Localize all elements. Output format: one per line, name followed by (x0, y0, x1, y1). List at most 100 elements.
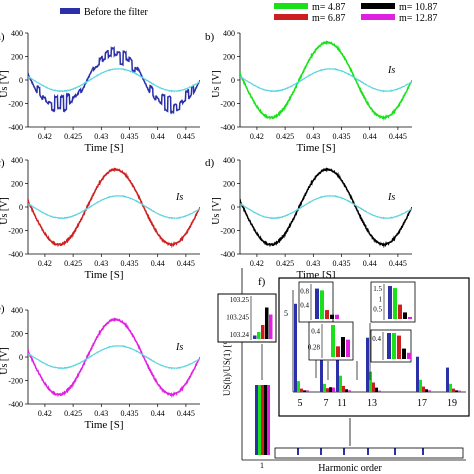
bar (343, 448, 345, 455)
zoom-tick: 103.24 (230, 331, 250, 339)
bar (458, 390, 461, 392)
category-label: 5 (298, 398, 303, 409)
is-annotation: Is (387, 65, 395, 76)
x-axis-label: Time [S] (84, 419, 123, 431)
legend-label: m= 4.87 (312, 2, 345, 13)
x-tick-label: 0.435 (333, 132, 351, 141)
bar (326, 388, 329, 392)
zoom-inset-fundamental: 103.25 103.245 103.24 (217, 293, 277, 380)
bar (261, 385, 264, 455)
zoom-tick: 0.5 (373, 306, 382, 314)
category-label: 1 (260, 461, 264, 470)
y-axis-label: Us [V] (211, 197, 222, 225)
voltage-trace (28, 167, 200, 249)
x-tick-label: 0.425 (64, 259, 82, 268)
category-label: 19 (447, 398, 457, 409)
bar (320, 448, 322, 455)
zoom-tick: 0.4 (300, 302, 309, 310)
bar (336, 330, 339, 392)
y-tick-label: -400 (8, 400, 23, 409)
x-tick-label: 0.445 (177, 132, 195, 141)
voltage-trace (28, 45, 200, 115)
bar (394, 448, 396, 455)
category-label: 13 (367, 398, 377, 409)
x-tick-label: 0.445 (389, 132, 407, 141)
bar (348, 390, 351, 392)
bar (452, 388, 455, 392)
x-tick-label: 0.42 (250, 132, 264, 141)
y-tick-label: -200 (8, 100, 23, 109)
x-axis-label: Time [S] (84, 142, 123, 154)
bar (366, 337, 369, 392)
x-tick-label: 0.43 (94, 259, 108, 268)
y-tick-label: 200 (11, 180, 23, 189)
voltage-trace (240, 167, 412, 249)
x-tick-label: 0.425 (64, 409, 82, 418)
x-tick-label: 0.425 (64, 132, 82, 141)
x-axis-label: Time [S] (84, 269, 123, 281)
current-trace (240, 194, 412, 220)
bar (455, 390, 458, 392)
bar (261, 325, 265, 339)
legend-swatch (274, 3, 308, 9)
panel-letter: b) (205, 31, 215, 43)
bar (339, 375, 342, 392)
y-tick-label: 200 (11, 330, 23, 339)
y-tick-label: -400 (220, 123, 235, 132)
bar (342, 385, 345, 392)
legend-label: m= 6.87 (312, 13, 345, 24)
bar (388, 286, 392, 319)
bar (446, 367, 449, 392)
bar (398, 304, 402, 319)
x-tick-label: 0.44 (151, 259, 165, 268)
x-tick-label: 0.43 (94, 132, 108, 141)
bar (323, 383, 326, 392)
legend-swatch (361, 3, 395, 9)
panel-letter: e) (0, 303, 5, 315)
zoom-inset-zoom_h13: 1.5 1 0.5 (369, 281, 416, 380)
x-tick-label: 0.445 (389, 259, 407, 268)
y-tick-label: -200 (8, 377, 23, 386)
harmonic-inset: 5 5 7 11 13 17 19 0.8 0.4 1.5 1 0.5 0.4 0.28 0.4 (278, 277, 470, 417)
is-annotation: Is (387, 192, 395, 203)
legend-swatch (60, 8, 80, 14)
bar (419, 379, 422, 392)
bar (403, 312, 407, 319)
bar (258, 385, 261, 455)
y-axis-label: Us [V] (0, 197, 10, 225)
zoom-box (274, 447, 464, 459)
category-label: 11 (337, 398, 347, 409)
bar (303, 390, 306, 392)
bar (306, 390, 309, 392)
y-tick-label: 400 (223, 156, 235, 165)
x-tick-label: 0.42 (38, 409, 52, 418)
zoom-tick: 0.4 (311, 327, 320, 335)
x-axis-label: Harmonic order (318, 463, 382, 474)
legend-swatch (361, 14, 395, 20)
x-tick-label: 0.445 (177, 259, 195, 268)
x-tick-label: 0.445 (177, 409, 195, 418)
panel-letter: d) (205, 157, 215, 169)
y-tick-label: 0 (231, 203, 235, 212)
inset-y-tick: 5 (284, 309, 288, 318)
y-tick-label: 400 (11, 306, 23, 315)
legend-label: m= 10.87 (399, 2, 437, 13)
is-annotation: Is (175, 342, 183, 353)
y-axis-label: US(h)/US(1) [%] (222, 334, 232, 396)
bar (294, 303, 297, 392)
zoom-tick: 103.25 (230, 296, 250, 304)
x-tick-label: 0.43 (306, 132, 320, 141)
bar (408, 316, 412, 319)
chart-panel-f: US(h)/US(1) [%] Harmonic order 1 5 5 7 11 13 17 1… (217, 268, 470, 474)
bar (331, 325, 335, 357)
y-tick-label: -400 (8, 123, 23, 132)
x-tick-label: 0.425 (276, 259, 294, 268)
bar (393, 288, 397, 319)
x-tick-label: 0.42 (250, 259, 264, 268)
y-tick-label: 200 (223, 180, 235, 189)
y-axis-label: Us [V] (0, 347, 10, 375)
bar (422, 386, 425, 392)
bar (387, 333, 391, 359)
bar (367, 448, 369, 455)
current-trace (240, 67, 412, 93)
